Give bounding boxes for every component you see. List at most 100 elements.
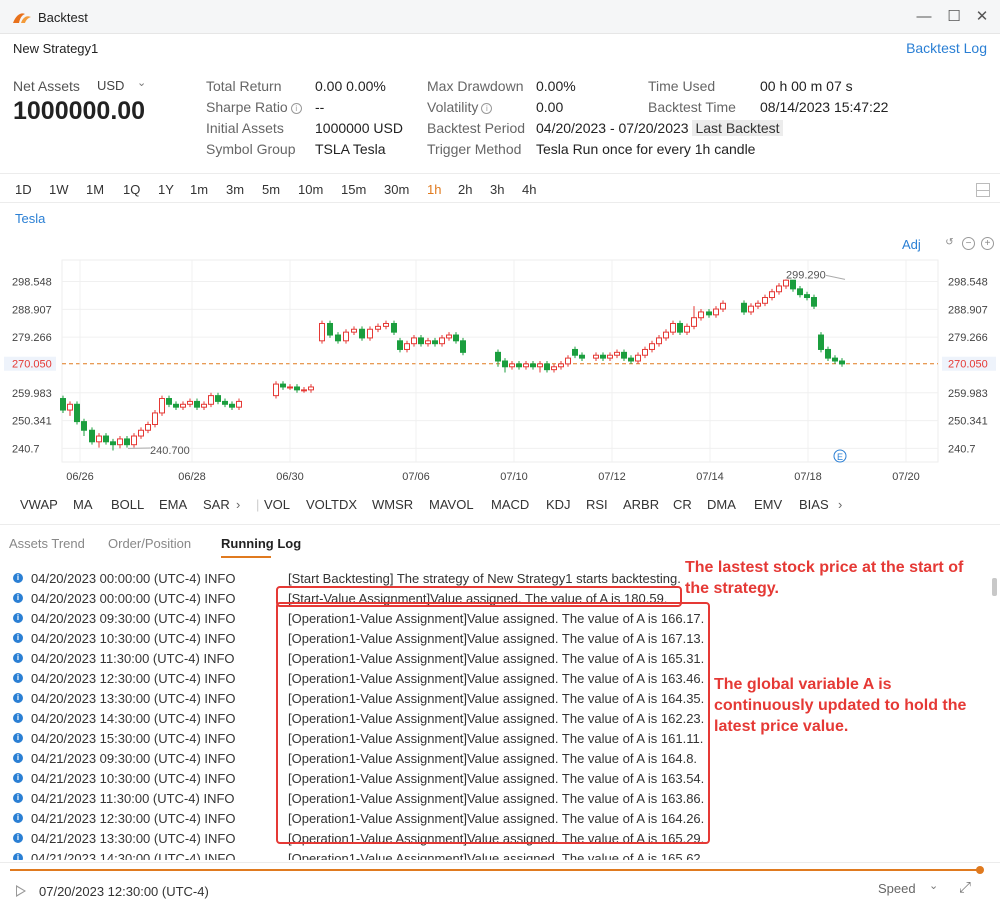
tf-1d[interactable]: 1D — [15, 182, 32, 197]
tf-1y[interactable]: 1Y — [158, 182, 174, 197]
tf-1min[interactable]: 1m — [190, 182, 209, 197]
tab-order-position[interactable]: Order/Position — [108, 536, 192, 551]
candle-body — [558, 363, 564, 368]
candle-body — [222, 400, 228, 405]
tf-1h[interactable]: 1h — [427, 182, 442, 197]
ind-voltdx[interactable]: VOLTDX — [306, 497, 358, 512]
candle-body — [755, 302, 761, 307]
ind-emv[interactable]: EMV — [754, 497, 783, 512]
tf-3min[interactable]: 3m — [226, 182, 245, 197]
tf-5min[interactable]: 5m — [262, 182, 281, 197]
maximize-button[interactable]: ☐ — [947, 8, 961, 25]
candle-body — [173, 403, 179, 408]
ind-boll[interactable]: BOLL — [111, 497, 145, 512]
chevron-right-icon[interactable]: › — [236, 497, 241, 512]
candle-body — [67, 403, 73, 411]
info-icon[interactable]: i — [290, 103, 302, 114]
ind-arbr[interactable]: ARBR — [623, 497, 660, 512]
log-message: [Operation1-Value Assignment]Value assig… — [288, 731, 704, 746]
ind-ma[interactable]: MA — [73, 497, 93, 512]
tf-10min[interactable]: 10m — [298, 182, 324, 197]
ind-kdj[interactable]: KDJ — [546, 497, 571, 512]
candle-body — [713, 308, 719, 316]
candle-body — [280, 383, 286, 388]
ind-dma[interactable]: DMA — [707, 497, 736, 512]
ind-wmsr[interactable]: WMSR — [372, 497, 414, 512]
currency-select[interactable]: USD — [97, 78, 125, 93]
candle-body — [397, 340, 403, 350]
candle-body — [404, 343, 410, 350]
tf-1q[interactable]: 1Q — [123, 182, 141, 197]
tf-4h[interactable]: 4h — [522, 182, 537, 197]
log-row: i 04/20/2023 12:30:00 (UTC-4) INFO [Operat… — [0, 668, 993, 688]
time-used-label: Time Used — [648, 78, 716, 94]
adjust-button[interactable]: Adj — [902, 237, 921, 252]
backtest-period-label: Backtest Period — [427, 120, 526, 136]
candle-body — [706, 311, 712, 316]
candle-body — [537, 363, 543, 368]
candle-body — [131, 435, 137, 446]
high-annotation: 299.290 — [786, 269, 826, 281]
info-icon: i — [13, 773, 23, 783]
chevron-down-icon[interactable]: ⌄ — [929, 880, 939, 892]
ind-bias[interactable]: BIAS — [799, 497, 829, 512]
backtest-log-link[interactable]: Backtest Log — [906, 40, 987, 56]
tab-running-log[interactable]: Running Log — [221, 536, 302, 551]
info-icon[interactable]: i — [481, 103, 493, 114]
candle-body — [343, 331, 349, 342]
candle-body — [544, 363, 550, 371]
log-message: [Operation1-Value Assignment]Value assig… — [288, 751, 698, 766]
zoom-out-icon[interactable]: − — [962, 237, 975, 250]
candlestick-chart[interactable]: 298.548 298.548 288.907 288.907 279.266 279.2… — [0, 252, 1000, 484]
play-icon[interactable] — [16, 885, 26, 897]
minimize-button[interactable]: — — [916, 8, 932, 25]
tf-15min[interactable]: 15m — [341, 182, 367, 197]
ind-vwap[interactable]: VWAP — [20, 497, 58, 512]
candle-body — [741, 302, 747, 313]
candle-body — [804, 294, 810, 299]
ind-rsi[interactable]: RSI — [586, 497, 608, 512]
tf-2h[interactable]: 2h — [458, 182, 473, 197]
candle-body — [89, 429, 95, 443]
log-row: i 04/20/2023 13:30:00 (UTC-4) INFO [Operat… — [0, 688, 993, 708]
candle-body — [839, 360, 845, 365]
tab-assets-trend[interactable]: Assets Trend — [9, 536, 85, 551]
symbol-name: Tesla — [15, 211, 46, 226]
candle-body — [96, 435, 102, 443]
strategy-header: New Strategy1 Backtest Log — [0, 34, 1000, 62]
tf-1w[interactable]: 1W — [49, 182, 69, 197]
progress-track[interactable] — [10, 869, 982, 871]
ind-ema[interactable]: EMA — [159, 497, 188, 512]
running-log-list[interactable]: i 04/20/2023 00:00:00 (UTC-4) INFO [Start … — [0, 566, 993, 860]
y-tick-label-right: 240.7 — [948, 443, 976, 455]
annotation-global-variable: The global variable A is continuously up… — [714, 676, 967, 735]
close-button[interactable]: ✕ — [975, 8, 989, 25]
fullscreen-icon[interactable]: ⤢ — [959, 879, 972, 896]
layout-icon[interactable] — [976, 183, 990, 197]
current-price-badge-right — [942, 356, 996, 371]
info-icon: i — [13, 813, 23, 823]
ind-mavol[interactable]: MAVOL — [429, 497, 474, 512]
log-scrollbar[interactable] — [992, 578, 997, 596]
symbol-group-value: TSLA Tesla — [315, 141, 386, 157]
ind-cr[interactable]: CR — [673, 497, 692, 512]
ind-macd[interactable]: MACD — [491, 497, 530, 512]
symbol-group-label: Symbol Group — [206, 141, 296, 157]
zoom-in-icon[interactable]: + — [981, 237, 994, 250]
reset-icon[interactable]: ↺ — [945, 237, 954, 248]
tf-30min[interactable]: 30m — [384, 182, 410, 197]
y-tick-label-left: 250.341 — [12, 416, 52, 428]
candle-body — [783, 279, 789, 287]
tf-1m-month[interactable]: 1M — [86, 182, 105, 197]
ind-vol[interactable]: VOL — [264, 497, 291, 512]
log-time: 04/20/2023 00:00:00 (UTC-4) INFO — [31, 571, 236, 586]
log-message: [Operation1-Value Assignment]Value assig… — [288, 711, 705, 726]
tf-3h[interactable]: 3h — [490, 182, 505, 197]
chevron-down-icon[interactable]: ⌄ — [137, 77, 147, 89]
chevron-right-icon[interactable]: › — [838, 497, 843, 512]
speed-select[interactable]: Speed — [878, 881, 916, 896]
log-row: i 04/20/2023 00:00:00 (UTC-4) INFO [Start … — [0, 568, 993, 588]
ind-sar[interactable]: SAR — [203, 497, 230, 512]
progress-handle[interactable] — [976, 866, 984, 874]
candle-body — [607, 354, 613, 359]
